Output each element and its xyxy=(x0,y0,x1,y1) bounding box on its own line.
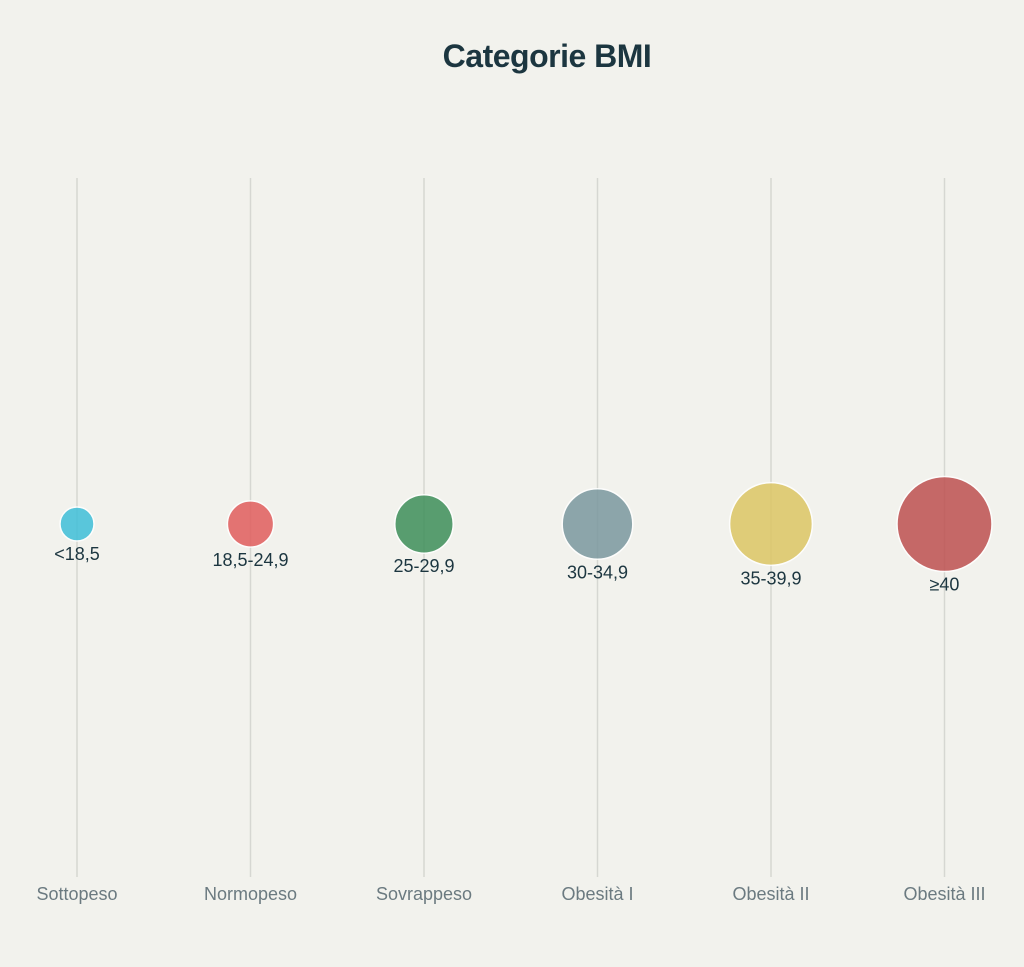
x-tick-label: Sottopeso xyxy=(36,884,117,904)
bubble[interactable] xyxy=(896,475,993,573)
data-label: 25-29,9 xyxy=(393,556,454,576)
x-axis-ticks: Sottopeso Normopeso Sovrappeso Obesità I Obe… xyxy=(36,884,985,904)
bubble[interactable] xyxy=(59,506,95,542)
bubble[interactable] xyxy=(394,494,454,554)
x-tick-label: Sovrappeso xyxy=(376,884,472,904)
data-label: 30-34,9 xyxy=(567,562,628,582)
data-label: 35-39,9 xyxy=(740,568,801,588)
x-tick-label: Obesità III xyxy=(903,884,985,904)
x-tick-label: Obesità I xyxy=(561,884,633,904)
bubble[interactable] xyxy=(226,500,275,548)
data-label: <18,5 xyxy=(54,544,100,564)
chart-title: Categorie BMI xyxy=(442,38,652,74)
data-labels: <18,5 18,5-24,9 25-29,9 30-34,9 35-39,9 ≥40 xyxy=(54,544,959,595)
bubble[interactable] xyxy=(561,487,634,561)
bubble[interactable] xyxy=(728,481,814,567)
x-tick-label: Normopeso xyxy=(204,884,297,904)
grid-lines xyxy=(76,178,946,877)
bubbles xyxy=(59,475,993,573)
data-label: 18,5-24,9 xyxy=(212,550,288,570)
data-label: ≥40 xyxy=(930,575,960,595)
x-tick-label: Obesità II xyxy=(732,884,809,904)
